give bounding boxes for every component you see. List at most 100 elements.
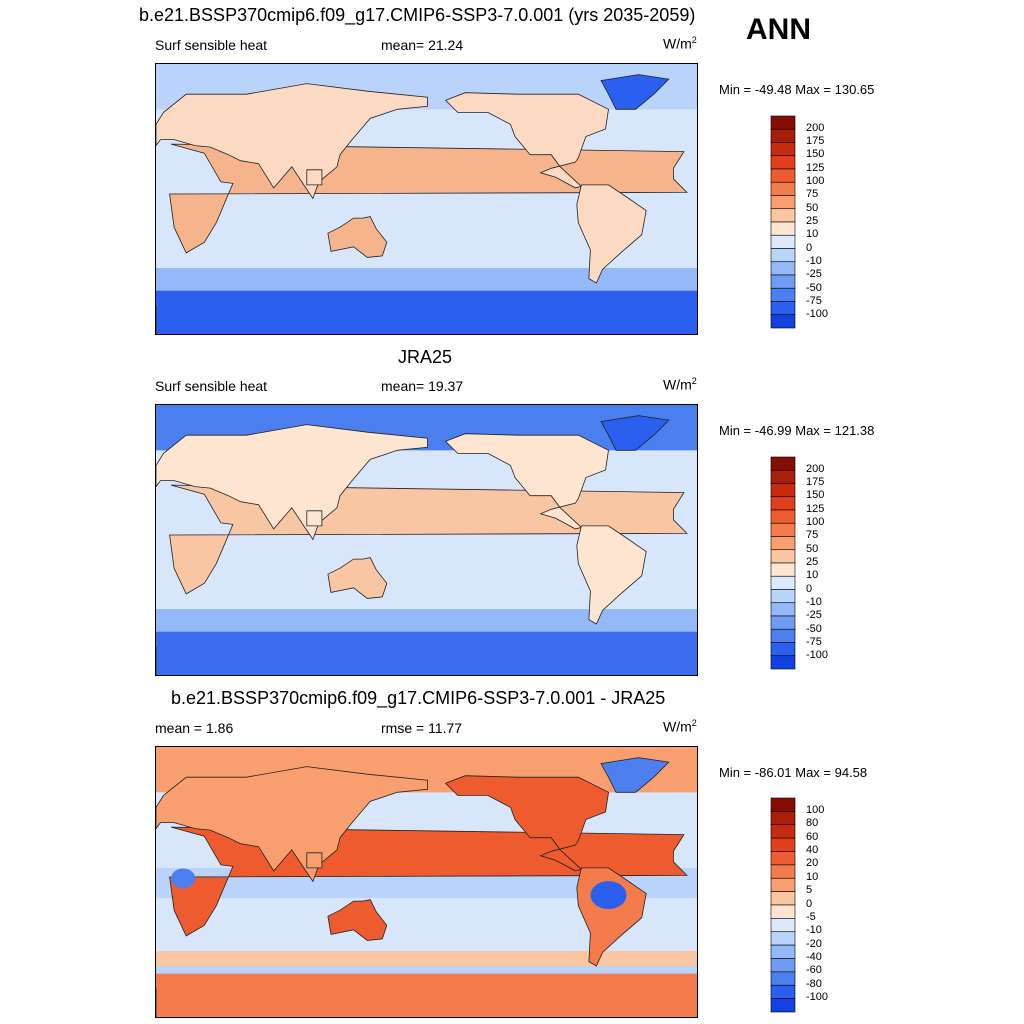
colorbar-box [770,128,796,143]
colorbar-tick-label: -5 [806,911,816,923]
colorbar-tick-label: 10 [806,569,819,581]
colorbar-box [770,575,796,590]
continent-australia [327,557,388,599]
colorbar-tick-label: 75 [806,188,819,200]
colorbar-tick-labels: 200 175 150 125 100 75 50 25 10 0 -10 -2… [806,457,866,669]
colorbar-box [770,456,796,471]
colorbar-tick-label: 10 [806,871,819,883]
colorbar-tick-label: -10 [806,924,822,936]
colorbar-box [770,509,796,524]
colorbar-tick-label: 50 [806,202,819,214]
continent-south-america [576,525,647,625]
continent-europe-asia [156,424,428,541]
antarctic-band-warm [156,973,697,1017]
continent-north-america [444,433,609,530]
mean-label: mean= 21.24 [381,37,464,53]
colorbar-tick-label: -10 [806,255,822,267]
colorbar-obs [770,456,796,670]
map-diff [155,746,698,1018]
colorbar-tick-label: -50 [806,623,822,635]
colorbar-model [770,115,796,329]
colorbar-tick-label: -10 [806,596,822,608]
colorbar-box [770,837,796,852]
colorbar-box [770,602,796,617]
colorbar-box [770,904,796,919]
colorbar-box [770,208,796,223]
colorbar-tick-labels: 200 175 150 125 100 75 50 25 10 0 -10 -2… [806,116,866,328]
colorbar-tick-label: 175 [806,135,825,147]
variable-label: Surf sensible heat [155,37,268,53]
colorbar-box [770,931,796,946]
colorbar-box [770,115,796,130]
colorbar-box [770,984,796,999]
map-canvas [156,405,697,675]
colorbar-box [770,248,796,263]
continent-greenland [600,74,670,110]
colorbar-box [770,877,796,892]
continent-north-america [444,92,609,189]
panel-title: JRA25 [398,347,453,367]
panel-title: b.e21.BSSP370cmip6.f09_g17.CMIP6-SSP3-7.… [139,5,696,25]
colorbar-box [770,562,796,577]
map-model [155,63,698,335]
colorbar-tick-label: 175 [806,476,825,488]
colorbar-box [770,195,796,210]
colorbar-tick-label: 40 [806,844,819,856]
colorbar-box [770,864,796,879]
colorbar-tick-label: 25 [806,215,819,227]
mean-label: mean= 19.37 [381,378,464,394]
continent-india-se [306,852,323,869]
colorbar-box [770,168,796,183]
southern-midlat-band [156,268,697,291]
colorbar-box [770,918,796,933]
colorbar-box [770,797,796,812]
continent-south-america [576,184,647,284]
colorbar-tick-label: -25 [806,609,822,621]
minmax-label: Min = -46.99 Max = 121.38 [719,423,875,438]
colorbar-box [770,522,796,537]
colorbar-tick-label: 100 [806,175,825,187]
colorbar-tick-label: 125 [806,503,825,515]
variable-label: Surf sensible heat [155,378,268,394]
continent-europe-asia [156,766,428,883]
colorbar-tick-label: 125 [806,162,825,174]
colorbar-box [770,589,796,604]
minmax-label: Min = -86.01 Max = 94.58 [719,765,868,780]
colorbar-tick-label: -75 [806,636,822,648]
mean-label: mean = 1.86 [155,720,234,736]
central-africa-negative-anomaly [171,868,196,889]
colorbar-tick-label: 150 [806,148,825,160]
colorbar-box [770,628,796,643]
continent-europe-asia [156,83,428,200]
colorbar-tick-label: -100 [806,649,829,661]
colorbar-box [770,811,796,826]
colorbar-tick-label: 200 [806,122,825,134]
colorbar-tick-label: -40 [806,951,822,963]
colorbar-box [770,234,796,249]
colorbar-tick-label: 0 [806,898,813,910]
colorbar-tick-label: -80 [806,978,822,990]
colorbar-box [770,998,796,1013]
continent-australia [327,216,388,258]
colorbar-tick-label: -75 [806,295,822,307]
colorbar-tick-label: 25 [806,556,819,568]
colorbar-tick-label: 50 [806,543,819,555]
colorbar-box [770,261,796,276]
colorbar-box [770,851,796,866]
map-canvas [156,747,697,1017]
panel-title: b.e21.BSSP370cmip6.f09_g17.CMIP6-SSP3-7.… [171,688,666,708]
colorbar-box [770,274,796,289]
units-label: W/m2 [663,35,697,52]
units-label: W/m2 [663,376,697,393]
rmse-label: rmse = 11.77 [381,720,463,736]
colorbar-box [770,536,796,551]
map-canvas [156,64,697,334]
amazon-negative-anomaly [590,881,627,910]
continent-india-se [306,169,323,186]
season-label: ANN [746,13,811,46]
colorbar-box [770,891,796,906]
colorbar-box [770,655,796,670]
units-label: W/m2 [663,718,697,735]
colorbar-box [770,958,796,973]
colorbar-tick-label: -25 [806,268,822,280]
